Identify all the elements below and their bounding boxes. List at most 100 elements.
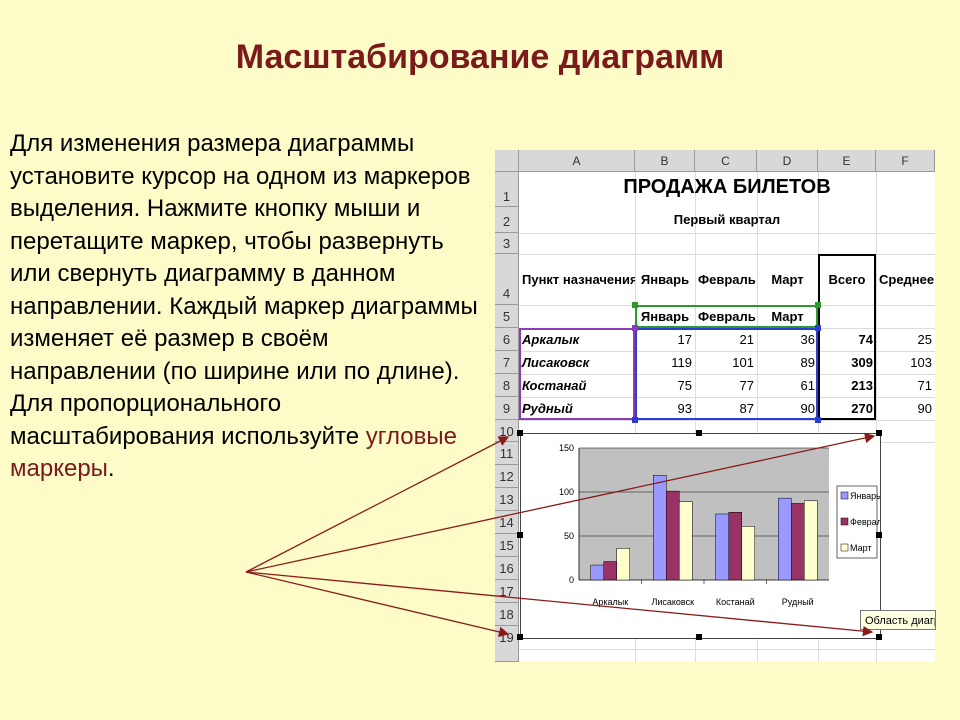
grid-line	[876, 172, 877, 662]
range-handle[interactable]	[632, 302, 638, 308]
column-header-f[interactable]: F	[876, 150, 935, 172]
row-header-4[interactable]: 4	[495, 254, 519, 305]
range-highlight-green	[635, 305, 818, 328]
row-header-1[interactable]: 1	[495, 172, 519, 207]
arrow-to-bottom-left-handle	[245, 571, 510, 637]
cell-average[interactable]: 90	[917, 401, 932, 416]
y-tick-label: 50	[564, 531, 574, 541]
select-all-corner[interactable]	[495, 150, 519, 172]
chart-resize-handle-top-left[interactable]	[517, 430, 523, 436]
bar-chart: 0 50 100 150 Аркалык Лисаковск Костанай Рудный Я…	[559, 443, 887, 607]
column-header-c[interactable]: C	[695, 150, 757, 172]
cell-value[interactable]: 90	[800, 401, 815, 416]
header-mar[interactable]: Март	[771, 272, 804, 287]
range-handle[interactable]	[815, 302, 821, 308]
cell-average[interactable]: 25	[917, 332, 932, 347]
cell-value[interactable]: 77	[739, 378, 754, 393]
chart-resize-handle-right[interactable]	[876, 532, 882, 538]
row-header-8[interactable]: 8	[495, 374, 519, 397]
cell-value[interactable]: 89	[800, 355, 815, 370]
chart-resize-handle-bottom[interactable]	[696, 634, 702, 640]
cell-total[interactable]: 270	[851, 401, 873, 416]
cell-value[interactable]: 36	[800, 332, 815, 347]
chart-bar	[679, 501, 693, 581]
body-paragraph: Для изменения размера диаграммы установи…	[10, 130, 478, 450]
range-handle[interactable]	[632, 417, 638, 423]
chart-resize-handle-left[interactable]	[517, 532, 523, 538]
row-header-7[interactable]: 7	[495, 351, 519, 374]
row-header-15[interactable]: 15	[495, 534, 519, 557]
row-header-13[interactable]: 13	[495, 488, 519, 511]
chart-resize-handle-bottom-right[interactable]	[876, 634, 882, 640]
row-header-18[interactable]: 18	[495, 603, 519, 626]
row5-mar[interactable]: Март	[771, 309, 804, 324]
legend-label: Февраль	[850, 517, 880, 527]
range-handle[interactable]	[632, 325, 638, 331]
cell-value[interactable]: 101	[732, 355, 754, 370]
grid-line	[519, 351, 935, 352]
body-period: .	[107, 455, 115, 482]
y-tick-label: 100	[559, 487, 574, 497]
sheet-subtitle[interactable]: Первый квартал	[673, 212, 781, 227]
chart-bar	[804, 500, 818, 581]
header-feb[interactable]: Февраль	[698, 272, 756, 287]
row-header-14[interactable]: 14	[495, 511, 519, 534]
cell-city[interactable]: Аркалык	[522, 332, 580, 347]
cell-city[interactable]: Рудный	[522, 401, 573, 416]
column-header-a[interactable]: A	[519, 150, 635, 172]
header-average[interactable]: Среднее	[879, 272, 935, 287]
grid-line	[519, 649, 935, 650]
row-header-6[interactable]: 6	[495, 328, 519, 351]
cell-total[interactable]: 213	[851, 378, 873, 393]
grid-line	[519, 420, 935, 421]
cell-city[interactable]: Лисаковск	[522, 355, 590, 370]
range-handle[interactable]	[815, 325, 821, 331]
row-header-5[interactable]: 5	[495, 305, 519, 328]
cell-value[interactable]: 21	[739, 332, 754, 347]
row5-jan[interactable]: Январь	[640, 309, 690, 324]
chart-bar	[603, 561, 617, 581]
header-jan[interactable]: Январь	[640, 272, 690, 287]
row-header-9[interactable]: 9	[495, 397, 519, 420]
chart-resize-handle-top[interactable]	[696, 430, 702, 436]
cell-value[interactable]: 75	[677, 378, 692, 393]
body-text: Для изменения размера диаграммы установи…	[10, 128, 480, 486]
row-header-2[interactable]: 2	[495, 207, 519, 233]
cell-total[interactable]: 309	[851, 355, 873, 370]
row-header-11[interactable]: 11	[495, 442, 519, 465]
cell-value[interactable]: 17	[677, 332, 692, 347]
grid-line	[519, 374, 935, 375]
column-header-e[interactable]: E	[818, 150, 876, 172]
chart-bar	[616, 548, 630, 581]
header-destination[interactable]: Пункт назначения	[522, 272, 635, 287]
x-tick-label: Рудный	[782, 597, 814, 607]
row-header-17[interactable]: 17	[495, 580, 519, 603]
row-header-12[interactable]: 12	[495, 465, 519, 488]
row-header-10[interactable]: 10	[495, 420, 519, 442]
sheet-title[interactable]: ПРОДАЖА БИЛЕТОВ	[623, 176, 831, 198]
cell-average[interactable]: 71	[917, 378, 932, 393]
header-total[interactable]: Всего	[828, 272, 866, 287]
cell-value[interactable]: 119	[671, 355, 692, 370]
row-header-19[interactable]: 19	[495, 626, 519, 662]
legend-swatch	[840, 491, 849, 500]
cell-value[interactable]: 93	[677, 401, 692, 416]
cell-total[interactable]: 74	[858, 332, 873, 347]
cell-average[interactable]: 103	[910, 355, 932, 370]
row-header-16[interactable]: 16	[495, 557, 519, 580]
chart-resize-handle-top-right[interactable]	[876, 430, 882, 436]
y-tick-label: 0	[569, 575, 574, 585]
cell-value[interactable]: 61	[800, 378, 815, 393]
cell-value[interactable]: 87	[739, 401, 754, 416]
grid-line	[519, 233, 935, 234]
column-header-d[interactable]: D	[757, 150, 818, 172]
spreadsheet: A B C D E F 1 2 3 4 5 6 7 8 9 10 11 12 1…	[495, 150, 936, 662]
column-header-b[interactable]: B	[635, 150, 695, 172]
row5-feb[interactable]: Февраль	[698, 309, 756, 324]
range-handle[interactable]	[815, 417, 821, 423]
row-header-3[interactable]: 3	[495, 233, 519, 254]
cell-city[interactable]: Костанай	[522, 378, 587, 393]
range-highlight-blue	[635, 328, 818, 420]
chart-area[interactable]: 0 50 100 150 Аркалык Лисаковск Костанай Рудный Я…	[520, 433, 887, 639]
chart-resize-handle-bottom-left[interactable]	[517, 634, 523, 640]
